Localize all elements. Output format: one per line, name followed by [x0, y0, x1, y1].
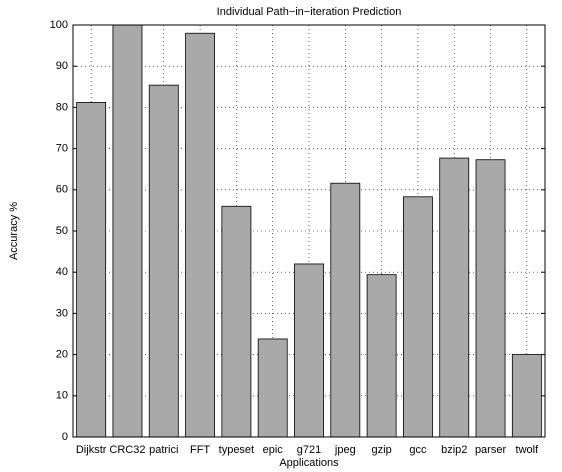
y-tick-label: 30	[56, 307, 68, 319]
bar	[76, 102, 107, 438]
x-tick-label: bzip2	[441, 444, 467, 456]
bar	[294, 263, 324, 438]
bar	[221, 205, 252, 438]
bar	[257, 338, 288, 438]
y-tick-label: 10	[56, 390, 68, 402]
plot-frame	[72, 24, 546, 438]
y-tick-label: 80	[56, 101, 68, 113]
bar	[112, 24, 143, 438]
x-tick-label: twolf	[516, 444, 540, 456]
y-tick-label: 90	[56, 60, 68, 72]
chart-title: Individual Path−in−iteration Prediction	[217, 6, 402, 18]
x-tick-label: FFT	[190, 444, 210, 456]
y-tick-label: 50	[56, 225, 68, 237]
bar	[148, 84, 179, 438]
x-tick-label: g721	[297, 444, 321, 456]
y-tick-label: 100	[50, 19, 68, 31]
x-tick-label: epic	[263, 444, 284, 456]
x-tick-label: jpeg	[334, 444, 356, 456]
y-tick-label: 40	[56, 266, 68, 278]
x-tick-label: gcc	[409, 444, 427, 456]
bar	[402, 196, 433, 438]
y-tick-label: 60	[56, 184, 68, 196]
bar	[475, 159, 506, 438]
x-tick-label: gzip	[372, 444, 392, 456]
bar	[439, 157, 470, 438]
y-tick-label: 20	[56, 349, 68, 361]
bar	[511, 354, 542, 438]
bar	[185, 32, 216, 438]
y-axis-label: Accuracy %	[8, 202, 20, 260]
x-tick-label: Dijkstr	[76, 444, 107, 456]
bar	[330, 182, 361, 438]
x-tick-label: typeset	[219, 444, 254, 456]
x-axis-label: Applications	[279, 457, 339, 469]
y-tick-label: 70	[56, 143, 68, 155]
x-tick-label: CRC32	[109, 444, 145, 456]
y-tick-label: 0	[62, 431, 68, 443]
x-tick-label: parser	[475, 444, 507, 456]
x-tick-label: patrici	[149, 444, 178, 456]
bar	[366, 274, 397, 438]
